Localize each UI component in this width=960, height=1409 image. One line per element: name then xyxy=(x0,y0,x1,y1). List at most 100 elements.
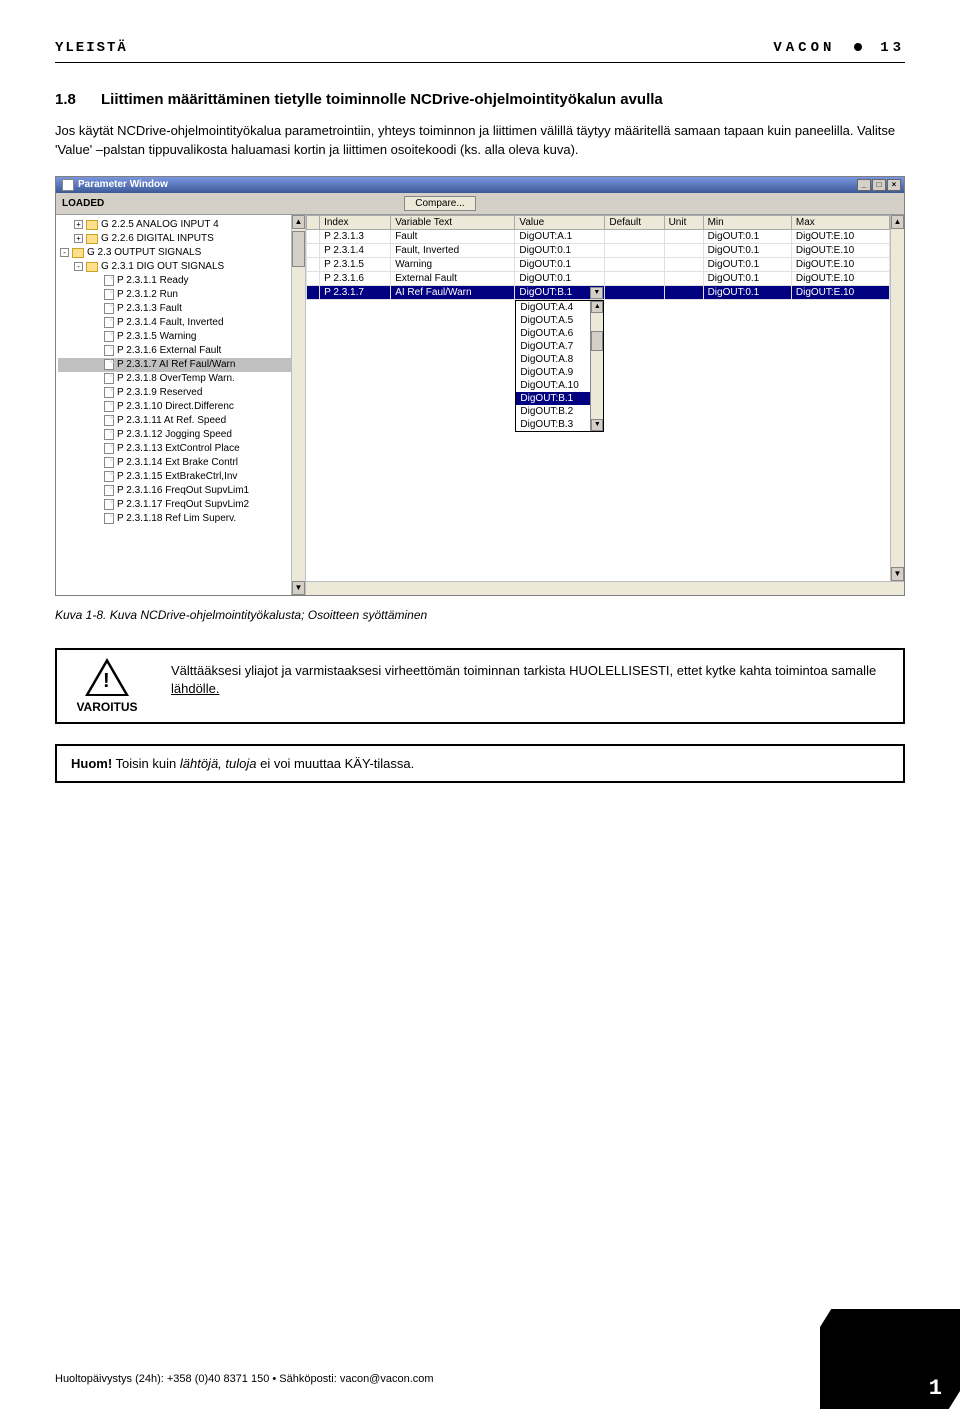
table-cell: DigOUT:0.1 xyxy=(515,257,605,271)
scroll-down-icon[interactable]: ▼ xyxy=(591,419,603,431)
tree-item[interactable]: +G 2.2.5 ANALOG INPUT 4 xyxy=(58,218,303,232)
document-icon xyxy=(104,401,114,412)
tree-item[interactable]: P 2.3.1.16 FreqOut SupvLim1 xyxy=(58,484,303,498)
tree-item[interactable]: P 2.3.1.13 ExtControl Place xyxy=(58,442,303,456)
document-icon xyxy=(104,443,114,454)
tree-item[interactable]: P 2.3.1.12 Jogging Speed xyxy=(58,428,303,442)
figure-caption: Kuva 1-8. Kuva NCDrive-ohjelmointityökal… xyxy=(55,608,905,622)
folder-icon xyxy=(86,220,98,230)
column-header[interactable]: Unit xyxy=(664,215,703,229)
table-row[interactable]: P 2.3.1.6External FaultDigOUT:0.1DigOUT:… xyxy=(307,271,890,285)
table-cell xyxy=(664,257,703,271)
table-cell: DigOUT:E.10 xyxy=(791,285,889,299)
folder-icon xyxy=(86,262,98,272)
table-cell: DigOUT:0.1 xyxy=(703,243,791,257)
tree-item-label: P 2.3.1.11 At Ref. Speed xyxy=(117,414,226,428)
maximize-button[interactable]: □ xyxy=(872,179,886,191)
tree-item[interactable]: P 2.3.1.1 Ready xyxy=(58,274,303,288)
table-cell: AI Ref Faul/Warn xyxy=(391,285,515,299)
close-button[interactable]: × xyxy=(887,179,901,191)
tree-item[interactable]: P 2.3.1.18 Ref Lim Superv. xyxy=(58,512,303,526)
tree-item-label: P 2.3.1.5 Warning xyxy=(117,330,197,344)
scroll-up-icon[interactable]: ▲ xyxy=(891,215,904,229)
grid-panel[interactable]: IndexVariable TextValueDefaultUnitMinMax… xyxy=(306,215,904,595)
page-corner: 1 xyxy=(820,1309,960,1409)
tree-item[interactable]: P 2.3.1.4 Fault, Inverted xyxy=(58,316,303,330)
tree-item[interactable]: P 2.3.1.2 Run xyxy=(58,288,303,302)
table-cell: P 2.3.1.4 xyxy=(320,243,391,257)
table-cell xyxy=(605,243,664,257)
document-icon xyxy=(104,373,114,384)
tree-item[interactable]: +G 2.2.6 DIGITAL INPUTS xyxy=(58,232,303,246)
header-right: VACON 13 xyxy=(773,40,905,56)
table-cell: External Fault xyxy=(391,271,515,285)
table-row[interactable]: P 2.3.1.7AI Ref Faul/WarnDigOUT:B.1▼DigO… xyxy=(307,285,890,299)
dropdown-button[interactable]: ▼ xyxy=(590,287,603,299)
expand-icon[interactable]: - xyxy=(60,248,69,257)
column-header[interactable]: Min xyxy=(703,215,791,229)
tree-item-label: P 2.3.1.4 Fault, Inverted xyxy=(117,316,224,330)
section-number: 1.8 xyxy=(55,91,83,108)
tree-item[interactable]: P 2.3.1.11 At Ref. Speed xyxy=(58,414,303,428)
column-header[interactable]: Index xyxy=(320,215,391,229)
status-strip: LOADED Compare... xyxy=(56,193,904,215)
tree-item-label: P 2.3.1.7 AI Ref Faul/Warn xyxy=(117,358,235,372)
document-icon xyxy=(104,303,114,314)
column-header[interactable] xyxy=(307,215,320,229)
tree-item[interactable]: P 2.3.1.15 ExtBrakeCtrl,Inv xyxy=(58,470,303,484)
tree-item[interactable]: P 2.3.1.7 AI Ref Faul/Warn xyxy=(58,358,303,372)
document-icon xyxy=(104,289,114,300)
compare-button[interactable]: Compare... xyxy=(404,196,475,211)
expand-icon[interactable]: - xyxy=(74,262,83,271)
table-cell: DigOUT:0.1 xyxy=(703,285,791,299)
scroll-down-icon[interactable]: ▼ xyxy=(292,581,305,595)
table-cell xyxy=(664,271,703,285)
scroll-thumb[interactable] xyxy=(292,231,305,267)
table-cell: DigOUT:E.10 xyxy=(791,271,889,285)
table-cell: DigOUT:E.10 xyxy=(791,243,889,257)
scroll-up-icon[interactable]: ▲ xyxy=(591,301,603,313)
tree-item-label: P 2.3.1.1 Ready xyxy=(117,274,189,288)
column-header[interactable]: Max xyxy=(791,215,889,229)
folder-icon xyxy=(86,234,98,244)
grid-scrollbar-h[interactable] xyxy=(306,581,904,595)
table-row[interactable]: P 2.3.1.3FaultDigOUT:A.1DigOUT:0.1DigOUT… xyxy=(307,229,890,243)
tree-item[interactable]: -G 2.3 OUTPUT SIGNALS xyxy=(58,246,303,260)
value-dropdown[interactable]: DigOUT:A.4DigOUT:A.5DigOUT:A.6DigOUT:A.7… xyxy=(515,300,604,432)
tree-item[interactable]: P 2.3.1.17 FreqOut SupvLim2 xyxy=(58,498,303,512)
tree-item-label: P 2.3.1.12 Jogging Speed xyxy=(117,428,232,442)
tree-item[interactable]: P 2.3.1.3 Fault xyxy=(58,302,303,316)
scroll-thumb[interactable] xyxy=(591,331,603,351)
expand-icon[interactable]: + xyxy=(74,234,83,243)
table-row[interactable]: P 2.3.1.4Fault, Inverted DigOUT:0.1DigOUT… xyxy=(307,243,890,257)
table-cell: DigOUT:A.1 xyxy=(515,229,605,243)
tree-item[interactable]: P 2.3.1.6 External Fault xyxy=(58,344,303,358)
tree-item[interactable]: P 2.3.1.10 Direct.Differenc xyxy=(58,400,303,414)
tree-item-label: P 2.3.1.8 OverTemp Warn. xyxy=(117,372,235,386)
tree-item[interactable]: P 2.3.1.9 Reserved xyxy=(58,386,303,400)
column-header[interactable]: Variable Text xyxy=(391,215,515,229)
column-header[interactable]: Value xyxy=(515,215,605,229)
table-row[interactable]: P 2.3.1.5WarningDigOUT:0.1DigOUT:0.1DigO… xyxy=(307,257,890,271)
document-icon xyxy=(104,485,114,496)
document-icon xyxy=(104,415,114,426)
tree-panel[interactable]: +G 2.2.5 ANALOG INPUT 4+G 2.2.6 DIGITAL … xyxy=(56,215,306,595)
table-cell xyxy=(307,271,320,285)
expand-icon[interactable]: + xyxy=(74,220,83,229)
tree-item[interactable]: -G 2.3.1 DIG OUT SIGNALS xyxy=(58,260,303,274)
tree-item[interactable]: P 2.3.1.5 Warning xyxy=(58,330,303,344)
tree-item-label: P 2.3.1.9 Reserved xyxy=(117,386,202,400)
grid-scrollbar-v[interactable]: ▲ ▼ xyxy=(890,215,904,581)
window-titlebar[interactable]: Parameter Window _ □ × xyxy=(56,177,904,193)
tree-item-label: P 2.3.1.15 ExtBrakeCtrl,Inv xyxy=(117,470,237,484)
table-cell: Fault, Inverted xyxy=(391,243,515,257)
scroll-down-icon[interactable]: ▼ xyxy=(891,567,904,581)
column-header[interactable]: Default xyxy=(605,215,664,229)
tree-item[interactable]: P 2.3.1.14 Ext Brake Contrl xyxy=(58,456,303,470)
tree-item[interactable]: P 2.3.1.8 OverTemp Warn. xyxy=(58,372,303,386)
minimize-button[interactable]: _ xyxy=(857,179,871,191)
tree-scrollbar[interactable]: ▲ ▼ xyxy=(291,215,305,595)
dropdown-scrollbar[interactable]: ▲▼ xyxy=(590,301,603,431)
table-cell: DigOUT:E.10 xyxy=(791,257,889,271)
scroll-up-icon[interactable]: ▲ xyxy=(292,215,305,229)
